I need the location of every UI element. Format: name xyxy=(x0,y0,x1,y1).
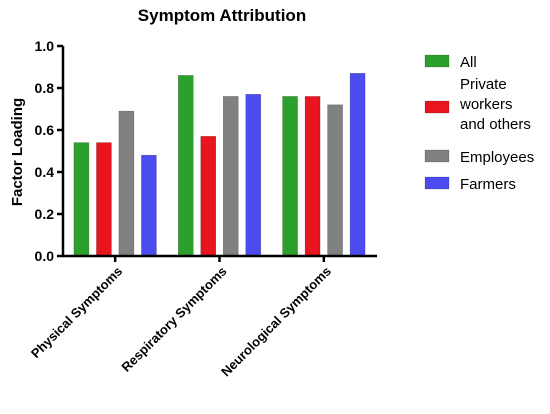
legend-swatch xyxy=(424,149,450,163)
y-tick-label: 0.2 xyxy=(35,206,55,222)
legend-label: Private workers and others xyxy=(459,76,531,133)
bar-3-1 xyxy=(118,110,135,257)
legend-label: All xyxy=(460,54,477,71)
bar-4-1 xyxy=(141,154,157,257)
chart-title: Symptom Attribution xyxy=(138,6,306,25)
bar-1-3 xyxy=(282,96,298,257)
y-ticks-group: 0.0 0.2 0.4 0.6 0.8 1.0 xyxy=(35,38,63,264)
bar-3-2 xyxy=(223,96,239,257)
bar-3-3 xyxy=(327,104,343,257)
y-tick-label: 1.0 xyxy=(35,38,55,54)
y-tick-label: 0.8 xyxy=(35,80,55,96)
y-tick-label: 0.0 xyxy=(35,248,55,264)
bar-4-2 xyxy=(245,94,261,257)
x-category-label: Respiratory Symptoms xyxy=(118,264,229,375)
legend-swatch xyxy=(424,100,450,114)
bar-2-2 xyxy=(200,136,216,257)
y-axis-label: Factor Loading xyxy=(9,98,26,206)
legend: All Private workers and others Employees Farm… xyxy=(424,54,534,193)
legend-label: Farmers xyxy=(460,176,516,193)
bar-2-1 xyxy=(96,142,112,257)
bars-group xyxy=(73,73,366,257)
legend-swatch xyxy=(424,176,450,190)
x-category-label: Physical Symptoms xyxy=(28,264,125,361)
y-tick-label: 0.6 xyxy=(35,122,55,138)
legend-swatch xyxy=(424,54,450,68)
bar-4-3 xyxy=(349,73,366,257)
x-category-label: Neurological Symptoms xyxy=(218,264,334,380)
bar-1-2 xyxy=(178,75,194,257)
bar-1-1 xyxy=(73,142,90,257)
legend-label: Employees xyxy=(460,149,534,166)
y-tick-label: 0.4 xyxy=(35,164,55,180)
bar-2-3 xyxy=(304,96,321,257)
